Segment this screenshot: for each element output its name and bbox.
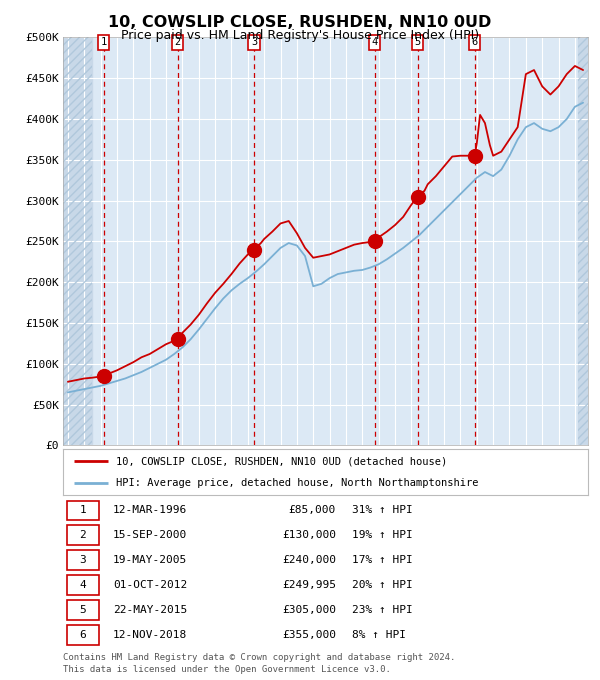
Text: 1: 1: [101, 37, 107, 48]
Text: 22-MAY-2015: 22-MAY-2015: [113, 605, 187, 615]
Text: 23% ↑ HPI: 23% ↑ HPI: [352, 605, 413, 615]
Text: 19-MAY-2005: 19-MAY-2005: [113, 555, 187, 565]
Text: 5: 5: [415, 37, 421, 48]
Text: This data is licensed under the Open Government Licence v3.0.: This data is licensed under the Open Gov…: [63, 665, 391, 674]
Text: 3: 3: [80, 555, 86, 565]
Text: £240,000: £240,000: [282, 555, 336, 565]
Text: 31% ↑ HPI: 31% ↑ HPI: [352, 505, 413, 515]
FancyBboxPatch shape: [67, 625, 99, 645]
FancyBboxPatch shape: [67, 575, 99, 595]
Polygon shape: [63, 37, 92, 445]
Text: 6: 6: [472, 37, 478, 48]
Text: 12-MAR-1996: 12-MAR-1996: [113, 505, 187, 515]
FancyBboxPatch shape: [67, 500, 99, 520]
Polygon shape: [578, 37, 588, 445]
Text: 6: 6: [80, 630, 86, 640]
Text: 10, COWSLIP CLOSE, RUSHDEN, NN10 0UD: 10, COWSLIP CLOSE, RUSHDEN, NN10 0UD: [109, 15, 491, 30]
Text: 10, COWSLIP CLOSE, RUSHDEN, NN10 0UD (detached house): 10, COWSLIP CLOSE, RUSHDEN, NN10 0UD (de…: [115, 456, 447, 466]
Text: 4: 4: [80, 580, 86, 590]
Text: 2: 2: [80, 530, 86, 540]
Text: £85,000: £85,000: [289, 505, 336, 515]
Text: HPI: Average price, detached house, North Northamptonshire: HPI: Average price, detached house, Nort…: [115, 477, 478, 488]
Text: £130,000: £130,000: [282, 530, 336, 540]
Text: 20% ↑ HPI: 20% ↑ HPI: [352, 580, 413, 590]
Text: 8% ↑ HPI: 8% ↑ HPI: [352, 630, 406, 640]
FancyBboxPatch shape: [67, 600, 99, 619]
Text: Price paid vs. HM Land Registry's House Price Index (HPI): Price paid vs. HM Land Registry's House …: [121, 29, 479, 41]
Text: 1: 1: [80, 505, 86, 515]
FancyBboxPatch shape: [67, 550, 99, 570]
Text: 2: 2: [175, 37, 181, 48]
Text: £355,000: £355,000: [282, 630, 336, 640]
Text: £249,995: £249,995: [282, 580, 336, 590]
FancyBboxPatch shape: [67, 526, 99, 545]
Text: 15-SEP-2000: 15-SEP-2000: [113, 530, 187, 540]
Text: 5: 5: [80, 605, 86, 615]
Text: 17% ↑ HPI: 17% ↑ HPI: [352, 555, 413, 565]
Text: 19% ↑ HPI: 19% ↑ HPI: [352, 530, 413, 540]
Text: 12-NOV-2018: 12-NOV-2018: [113, 630, 187, 640]
Text: 3: 3: [251, 37, 257, 48]
Text: 4: 4: [371, 37, 377, 48]
Text: 01-OCT-2012: 01-OCT-2012: [113, 580, 187, 590]
Text: £305,000: £305,000: [282, 605, 336, 615]
Text: Contains HM Land Registry data © Crown copyright and database right 2024.: Contains HM Land Registry data © Crown c…: [63, 653, 455, 662]
